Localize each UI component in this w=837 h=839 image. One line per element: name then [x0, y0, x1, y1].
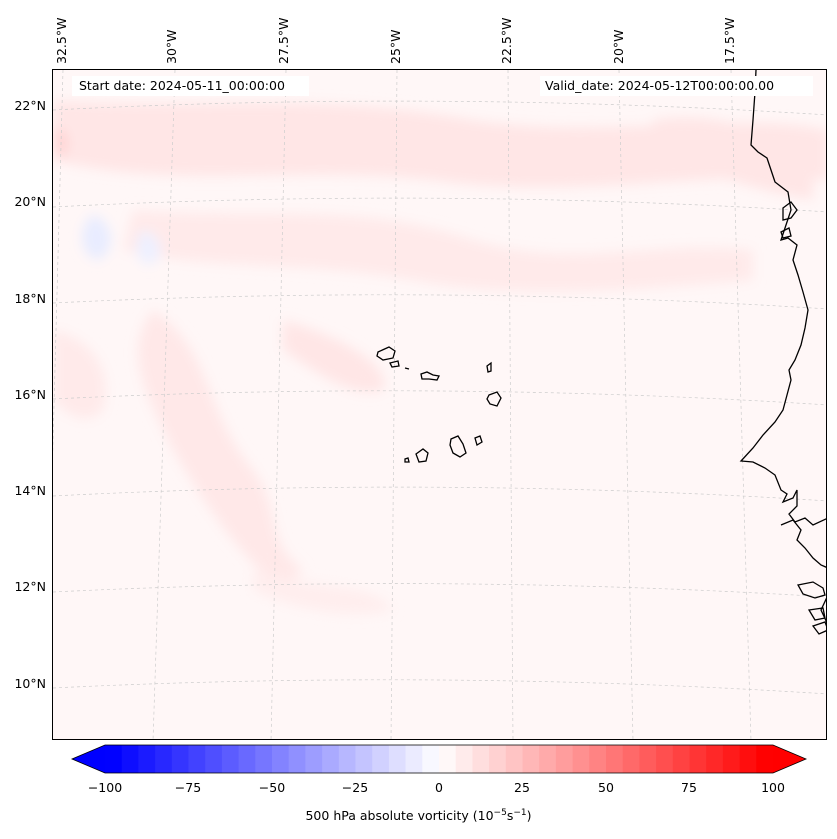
colorbar-tick-100: 100 [761, 780, 785, 795]
colorbar-segment [255, 745, 273, 773]
island-fogo [415, 448, 429, 463]
colorbar-segment [422, 745, 440, 773]
island-sal [486, 361, 492, 373]
colorbar-segment [739, 745, 757, 773]
colorbar-segment [338, 745, 356, 773]
colorbar-segment [205, 745, 223, 773]
island-santo-antao [376, 346, 396, 361]
lon-label-20w: 20°W [611, 29, 626, 64]
colorbar [70, 744, 808, 774]
lon-label-17-5w: 17.5°W [722, 17, 737, 64]
colorbar-segment [505, 745, 523, 773]
island-sao-vicente [389, 360, 400, 368]
colorbar-outline [70, 744, 808, 774]
colorbar-segment [188, 745, 206, 773]
vorticity-map[interactable] [53, 70, 827, 740]
colorbar-segment [689, 745, 707, 773]
island-sao-nicolau [420, 371, 440, 381]
island-santiago [449, 435, 467, 458]
lon-label-25w: 25°W [388, 29, 403, 64]
colorbar-segment [489, 745, 507, 773]
colorbar-segment [672, 745, 690, 773]
lon-label-22-5w: 22.5°W [499, 17, 514, 64]
map-panel[interactable] [52, 69, 827, 740]
valid-date-label: Valid_date: 2024-05-12T00:00:00.00 [540, 76, 813, 96]
cabo-verde-islands [376, 346, 502, 463]
colorbar-segment [656, 745, 674, 773]
graticule [53, 70, 826, 739]
colorbar-segment [472, 745, 490, 773]
colorbar-segment [722, 745, 741, 773]
colorbar-segment [355, 745, 373, 773]
lat-label-18n: 18°N [14, 291, 46, 306]
lat-label-12n: 12°N [14, 579, 46, 594]
coast-senegal-mauritania [739, 70, 826, 526]
colorbar-segment [221, 745, 240, 773]
colorbar-tick-0: 0 [435, 780, 443, 795]
colorbar-segment [121, 745, 139, 773]
colorbar-tick-75: 75 [681, 780, 697, 795]
colorbar-segment [706, 745, 724, 773]
lat-label-10n: 10°N [14, 676, 46, 691]
colorbar-extend-max [773, 745, 806, 773]
colorbar-segment [322, 745, 340, 773]
colorbar-tick-neg25: −25 [341, 780, 369, 795]
start-date-label: Start date: 2024-05-11_00:00:00 [72, 76, 309, 96]
island-santa-luzia [404, 367, 410, 370]
colorbar-segment [405, 745, 423, 773]
colorbar-segment [606, 745, 624, 773]
coast-banc-arguin [782, 201, 798, 221]
colorbar-tick-50: 50 [598, 780, 614, 795]
colorbar-segment [155, 745, 173, 773]
lat-label-22n: 22°N [14, 98, 46, 113]
colorbar-segment [372, 745, 390, 773]
island-maio [474, 435, 483, 446]
colorbar-segment [138, 745, 156, 773]
coast-bijagos [796, 581, 826, 599]
colorbar-segment [105, 745, 123, 773]
colorbar-tick-25: 25 [514, 780, 530, 795]
colorbar-segment [439, 745, 457, 773]
lon-label-30w: 30°W [164, 29, 179, 64]
colorbar-segment [622, 745, 640, 773]
colorbar-segment [555, 745, 574, 773]
colorbar-segment [171, 745, 189, 773]
coast-gambia-guinea [780, 519, 826, 568]
colorbar-tick-neg100: −100 [87, 780, 123, 795]
vorticity-patches [53, 100, 826, 614]
island-brava [404, 457, 410, 463]
lat-label-20n: 20°N [14, 194, 46, 209]
colorbar-segment [388, 745, 407, 773]
colorbar-segment [272, 745, 290, 773]
colorbar-segment [522, 745, 540, 773]
african-coastline [739, 70, 826, 635]
colorbar-tick-neg75: −75 [174, 780, 202, 795]
lat-label-16n: 16°N [14, 387, 46, 402]
colorbar-segment [238, 745, 256, 773]
colorbar-segment [639, 745, 657, 773]
colorbar-segment [572, 745, 590, 773]
lon-label-27-5w: 27.5°W [276, 17, 291, 64]
lat-label-14n: 14°N [14, 483, 46, 498]
colorbar-label: 500 hPa absolute vorticity (10−5s−1) [305, 808, 532, 824]
colorbar-segment [589, 745, 607, 773]
colorbar-segment [539, 745, 557, 773]
lon-label-32-5w: 32.5°W [54, 17, 69, 64]
colorbar-tick-neg50: −50 [258, 780, 286, 795]
colorbar-segment [305, 745, 323, 773]
island-boa-vista [486, 391, 502, 407]
colorbar-segment [455, 745, 473, 773]
colorbar-extend-min [72, 745, 105, 773]
colorbar-segment [756, 745, 774, 773]
colorbar-segment [288, 745, 306, 773]
